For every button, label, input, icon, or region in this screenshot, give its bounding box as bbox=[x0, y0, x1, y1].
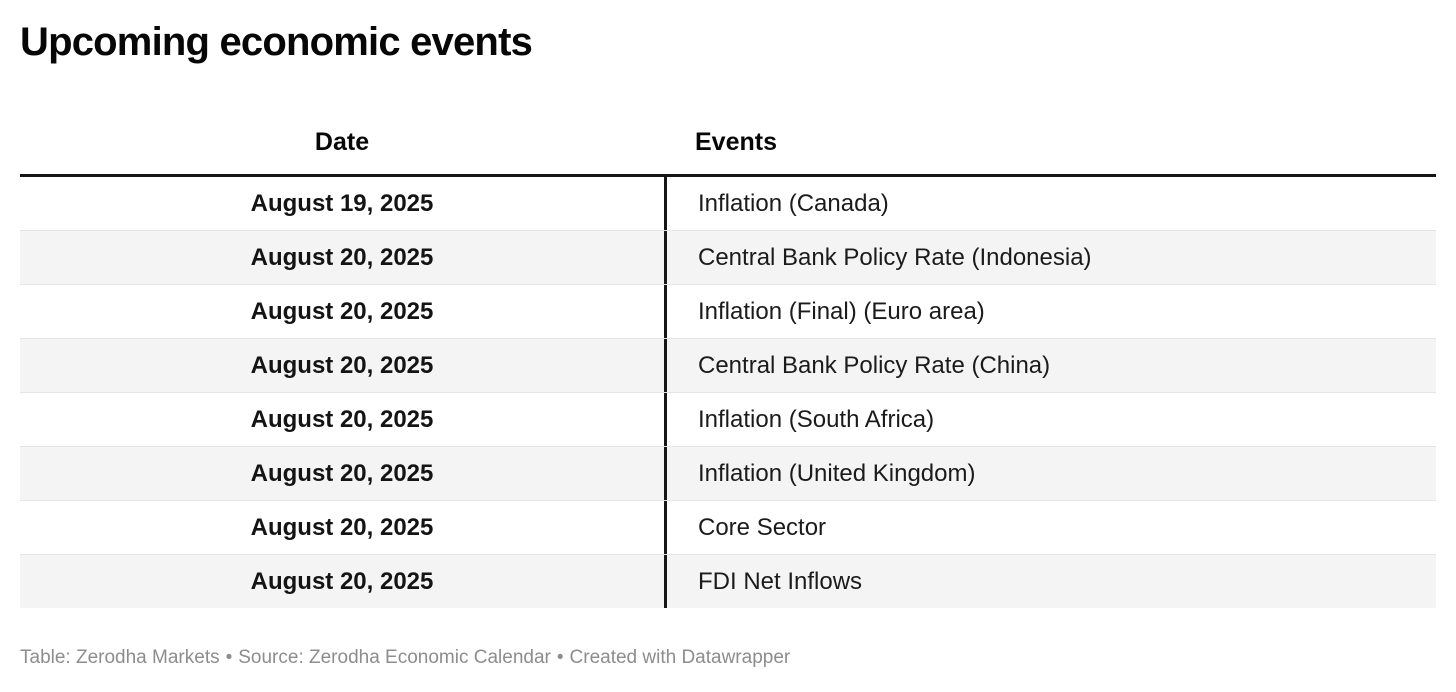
date-cell: August 20, 2025 bbox=[250, 567, 434, 595]
table-row: August 20, 2025 Core Sector bbox=[20, 500, 1436, 554]
event-cell: Central Bank Policy Rate (China) bbox=[664, 339, 1436, 392]
table-header-row: Date Events bbox=[20, 110, 1436, 177]
date-cell: August 20, 2025 bbox=[250, 513, 434, 541]
date-cell: August 20, 2025 bbox=[250, 351, 434, 379]
table-row: August 20, 2025 FDI Net Inflows bbox=[20, 554, 1436, 608]
table-footer-credits: Table: Zerodha Markets • Source: Zerodha E… bbox=[20, 646, 1436, 670]
date-cell: August 20, 2025 bbox=[250, 405, 434, 433]
event-cell: Inflation (United Kingdom) bbox=[664, 447, 1436, 500]
date-cell: August 20, 2025 bbox=[250, 297, 434, 325]
table-row: August 20, 2025 Inflation (United Kingdo… bbox=[20, 446, 1436, 500]
event-cell: Central Bank Policy Rate (Indonesia) bbox=[664, 231, 1436, 284]
table-row: August 20, 2025 Central Bank Policy Rate… bbox=[20, 338, 1436, 392]
event-cell: Inflation (South Africa) bbox=[664, 393, 1436, 446]
table-credit: Table: Zerodha Markets bbox=[20, 647, 220, 668]
event-cell: Core Sector bbox=[664, 501, 1436, 554]
table-row: August 19, 2025 Inflation (Canada) bbox=[20, 177, 1436, 230]
footer-separator: • bbox=[225, 647, 233, 668]
event-cell: Inflation (Canada) bbox=[664, 177, 1436, 230]
source-credit: Source: Zerodha Economic Calendar bbox=[238, 647, 551, 668]
page: Upcoming economic events Date Events Aug… bbox=[20, 20, 1436, 670]
date-cell: August 20, 2025 bbox=[250, 459, 434, 487]
table-body: August 19, 2025 Inflation (Canada) Augus… bbox=[20, 177, 1436, 608]
datawrapper-credit: Created with Datawrapper bbox=[569, 647, 791, 668]
column-header-events: Events bbox=[695, 127, 777, 156]
date-cell: August 19, 2025 bbox=[250, 189, 434, 217]
event-cell: FDI Net Inflows bbox=[664, 555, 1436, 608]
table-row: August 20, 2025 Central Bank Policy Rate… bbox=[20, 230, 1436, 284]
table-row: August 20, 2025 Inflation (Final) (Euro … bbox=[20, 284, 1436, 338]
economic-events-table: Date Events August 19, 2025 Inflation (C… bbox=[20, 110, 1436, 608]
page-title: Upcoming economic events bbox=[20, 20, 533, 64]
event-cell: Inflation (Final) (Euro area) bbox=[664, 285, 1436, 338]
date-cell: August 20, 2025 bbox=[250, 243, 434, 271]
footer-separator: • bbox=[556, 647, 564, 668]
table-row: August 20, 2025 Inflation (South Africa) bbox=[20, 392, 1436, 446]
column-header-date: Date bbox=[314, 127, 370, 156]
